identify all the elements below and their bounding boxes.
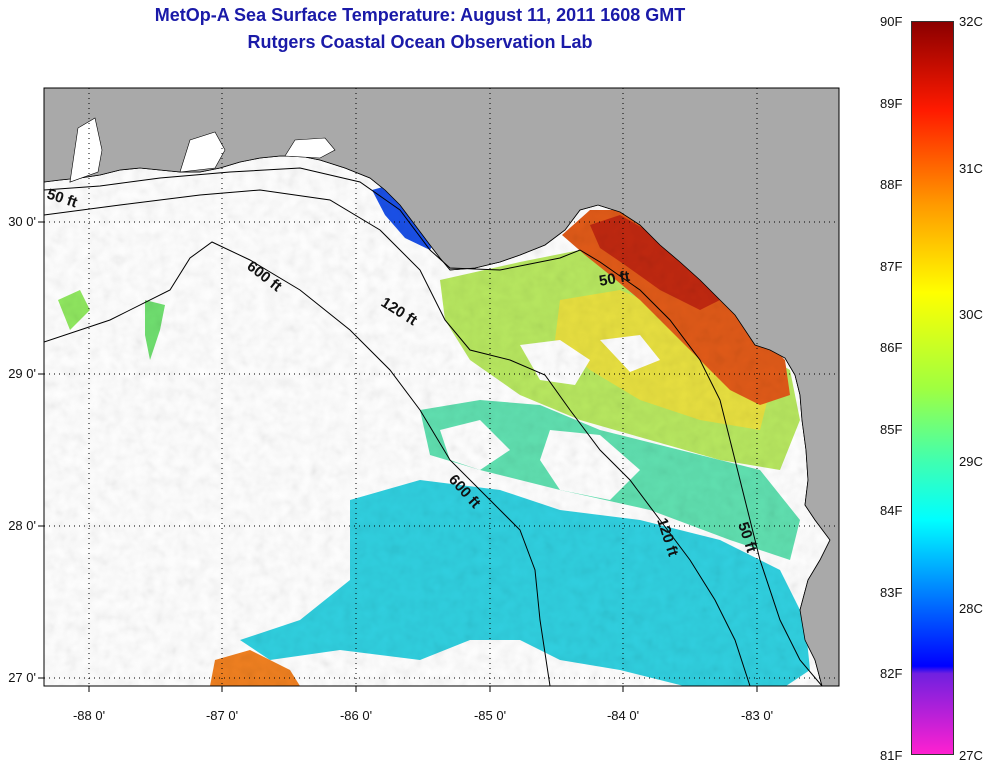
land-mass-overlay xyxy=(44,88,839,686)
plot-frame xyxy=(43,87,840,687)
colorbar-f-label: 85F xyxy=(880,422,903,437)
x-tick-label: -87 0' xyxy=(206,708,238,723)
colorbar-f-label: 81F xyxy=(880,748,903,763)
x-tick-label: -83 0' xyxy=(741,708,773,723)
map-title: MetOp-A Sea Surface Temperature: August … xyxy=(154,5,686,25)
colorbar-f-label: 82F xyxy=(880,666,903,681)
bay-inlet xyxy=(69,117,103,183)
colorbar-c-label: 28C xyxy=(959,601,983,616)
x-tick-label: -84 0' xyxy=(607,708,639,723)
y-tick-label: 27 0' xyxy=(8,670,36,685)
colorbar-f-label: 84F xyxy=(880,503,903,518)
colorbar-c-label: 31C xyxy=(959,161,983,176)
y-tick-label: 28 0' xyxy=(8,518,36,533)
colorbar-c-label: 32C xyxy=(959,14,983,29)
temperature-colorbar xyxy=(911,21,954,755)
colorbar-f-label: 86F xyxy=(880,340,903,355)
colorbar-f-label: 88F xyxy=(880,177,903,192)
colorbar-f-label: 89F xyxy=(880,96,903,111)
colorbar-f-label: 87F xyxy=(880,259,903,274)
colorbar-f-label: 83F xyxy=(880,585,903,600)
tick-marks xyxy=(38,221,758,692)
x-tick-label: -88 0' xyxy=(73,708,105,723)
map-subtitle: Rutgers Coastal Ocean Observation Lab xyxy=(247,32,593,52)
y-tick-label: 29 0' xyxy=(8,366,36,381)
colorbar-f-label: 90F xyxy=(880,14,903,29)
bay-inlet xyxy=(179,131,226,173)
colorbar-c-label: 29C xyxy=(959,454,983,469)
contour-120ft xyxy=(44,189,751,686)
contour-600ft xyxy=(44,241,551,686)
x-tick-label: -86 0' xyxy=(340,708,372,723)
contour-50ft-north xyxy=(44,167,823,686)
contour-label-50ft: 50 ft xyxy=(598,268,631,290)
colorbar-c-label: 30C xyxy=(959,307,983,322)
colorbar-c-label: 27C xyxy=(959,748,983,763)
x-tick-label: -85 0' xyxy=(474,708,506,723)
bay-inlet xyxy=(284,137,336,159)
y-tick-label: 30 0' xyxy=(8,214,36,229)
